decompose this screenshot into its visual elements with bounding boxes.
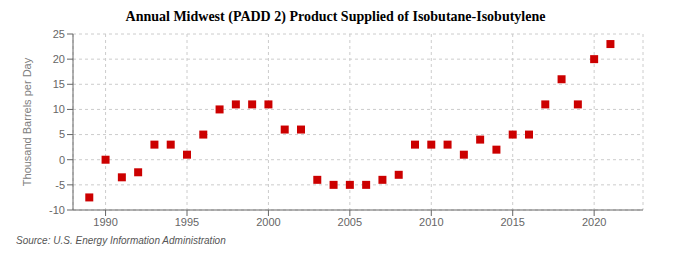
html-text:Source: U.S. Energy Informatio: Source: U.S. Energy Information Administ… — [16, 235, 226, 246]
svg-text:2020: 2020 — [582, 216, 606, 228]
svg-text:2005: 2005 — [338, 216, 362, 228]
svg-text:2015: 2015 — [500, 216, 524, 228]
svg-text:Thousand Barrels per Day: Thousand Barrels per Day — [21, 57, 33, 186]
svg-text:20: 20 — [53, 53, 65, 65]
svg-text:2000: 2000 — [256, 216, 280, 228]
svg-text:-5: -5 — [55, 179, 65, 191]
svg-text:-10: -10 — [49, 204, 65, 216]
svg-text:1995: 1995 — [175, 216, 199, 228]
svg-text:1990: 1990 — [93, 216, 117, 228]
svg-text:0: 0 — [59, 154, 65, 166]
svg-text:2010: 2010 — [419, 216, 443, 228]
html-text:Annual Midwest (PADD 2) Produc: Annual Midwest (PADD 2) Product Supplied… — [125, 9, 546, 24]
svg-text:10: 10 — [53, 103, 65, 115]
svg-text:5: 5 — [59, 128, 65, 140]
svg-text:15: 15 — [53, 78, 65, 90]
svg-text:25: 25 — [53, 28, 65, 40]
